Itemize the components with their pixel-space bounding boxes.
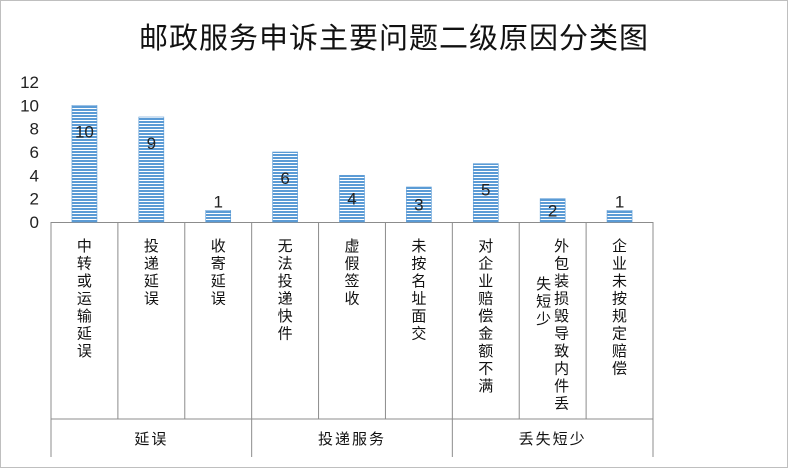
data-label: 1: [213, 192, 222, 211]
data-label: 4: [347, 190, 356, 209]
category-label: 未按名址面交: [411, 237, 426, 343]
category-label: 对企业赔偿金额不满: [478, 237, 493, 395]
chart-title: 邮政服务申诉主要问题二级原因分类图: [138, 21, 649, 55]
data-label: 3: [414, 196, 423, 215]
category-label: 企业未按规定赔偿: [612, 237, 627, 378]
y-tick-label: 10: [20, 96, 39, 115]
data-label: 1: [615, 192, 624, 211]
y-tick-label: 2: [30, 190, 39, 209]
data-label: 5: [481, 181, 490, 200]
bar: [539, 198, 566, 223]
bar: [205, 210, 232, 223]
y-tick-label: 6: [30, 143, 39, 162]
group-label: 延误: [134, 430, 168, 448]
category-label: 中转或运输延误: [77, 237, 92, 360]
bar: [138, 116, 165, 223]
y-tick-label: 4: [30, 166, 39, 185]
y-tick-label: 12: [20, 73, 39, 92]
bar: [406, 186, 432, 223]
group-label: 投递服务: [318, 430, 386, 448]
category-label: 外包装损毁导致内件丢失短少: [536, 237, 569, 413]
category-label: 无法投递快件: [278, 237, 293, 343]
data-label: 10: [75, 122, 94, 141]
data-label: 2: [548, 201, 557, 220]
category-label: 虚假签收: [344, 237, 359, 308]
data-label: 6: [280, 169, 289, 188]
bar: [606, 210, 633, 223]
group-label: 丢失短少: [519, 430, 587, 448]
bar: [272, 151, 298, 223]
y-tick-label: 0: [30, 213, 39, 232]
data-label: 9: [147, 134, 156, 153]
category-label: 投递延误: [144, 237, 159, 308]
y-tick-label: 8: [30, 120, 39, 139]
bar: [71, 105, 98, 223]
bar: [472, 163, 499, 223]
category-label: 收寄延误: [211, 237, 226, 308]
bar: [339, 175, 365, 223]
